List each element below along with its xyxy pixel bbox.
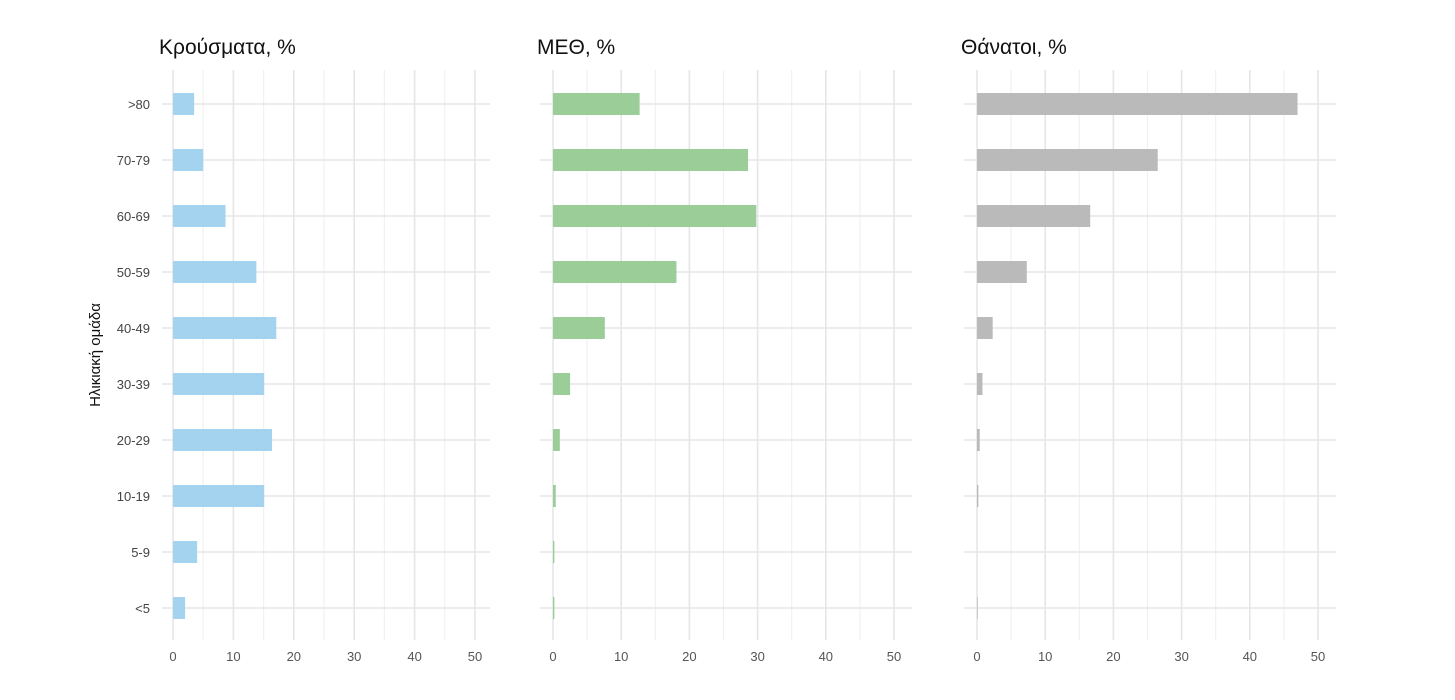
category-label: >80 xyxy=(128,97,150,112)
category-label: 20-29 xyxy=(117,433,150,448)
category-label: 5-9 xyxy=(131,545,150,560)
x-tick-label: 50 xyxy=(468,649,482,664)
x-tick-label: 40 xyxy=(407,649,421,664)
bar-5-9[interactable] xyxy=(553,541,555,563)
bar-50-59[interactable] xyxy=(553,261,677,283)
bar-<5[interactable] xyxy=(173,597,186,619)
x-tick-label: 0 xyxy=(169,649,176,664)
x-tick-label: 40 xyxy=(1243,649,1257,664)
x-tick-label: 30 xyxy=(347,649,361,664)
bar-<5[interactable] xyxy=(553,597,555,619)
bar-30-39[interactable] xyxy=(173,373,265,395)
x-tick-label: 30 xyxy=(1174,649,1188,664)
x-tick-label: 10 xyxy=(614,649,628,664)
bar-70-79[interactable] xyxy=(553,149,749,171)
category-label: 70-79 xyxy=(117,153,150,168)
bar-5-9[interactable] xyxy=(173,541,198,563)
bar-20-29[interactable] xyxy=(553,429,560,451)
bar-60-69[interactable] xyxy=(977,205,1091,227)
panel-title: Κρούσματα, % xyxy=(159,36,296,59)
bar-70-79[interactable] xyxy=(977,149,1158,171)
category-label: 30-39 xyxy=(117,377,150,392)
x-tick-label: 20 xyxy=(1106,649,1120,664)
bar-50-59[interactable] xyxy=(977,261,1027,283)
bar-30-39[interactable] xyxy=(553,373,571,395)
panel-2: ΜΕΘ, % 0 10 20 30 40 50 xyxy=(537,36,912,664)
bar-60-69[interactable] xyxy=(173,205,226,227)
category-label: 40-49 xyxy=(117,321,150,336)
bar-10-19[interactable] xyxy=(173,485,265,507)
bar-70-79[interactable] xyxy=(173,149,204,171)
x-tick-label: 40 xyxy=(819,649,833,664)
bar-40-49[interactable] xyxy=(173,317,277,339)
bar->80[interactable] xyxy=(977,93,1298,115)
panel-title: ΜΕΘ, % xyxy=(537,36,615,59)
x-tick-label: 30 xyxy=(750,649,764,664)
x-tick-label: 0 xyxy=(973,649,980,664)
bar-10-19[interactable] xyxy=(553,485,556,507)
category-label: 10-19 xyxy=(117,489,150,504)
bar-20-29[interactable] xyxy=(977,429,980,451)
bar-20-29[interactable] xyxy=(173,429,273,451)
panel-title: Θάνατοι, % xyxy=(961,36,1067,59)
bar-40-49[interactable] xyxy=(553,317,605,339)
x-tick-label: 10 xyxy=(226,649,240,664)
panel-1: Κρούσματα, % 0 10 20 30 40 50 xyxy=(159,36,490,664)
x-tick-label: 20 xyxy=(287,649,301,664)
bar->80[interactable] xyxy=(553,93,640,115)
x-tick-label: 50 xyxy=(887,649,901,664)
x-tick-label: 10 xyxy=(1038,649,1052,664)
bar-50-59[interactable] xyxy=(173,261,257,283)
bar-<5[interactable] xyxy=(977,597,978,619)
bar-10-19[interactable] xyxy=(977,485,979,507)
category-label: 50-59 xyxy=(117,265,150,280)
bar->80[interactable] xyxy=(173,93,195,115)
x-tick-label: 0 xyxy=(549,649,556,664)
category-label: 60-69 xyxy=(117,209,150,224)
x-tick-label: 50 xyxy=(1311,649,1325,664)
y-axis-title: Ηλικιακή ομάδα xyxy=(87,303,104,407)
panel-3: Θάνατοι, % 0 10 20 30 40 50 xyxy=(961,36,1336,664)
bar-60-69[interactable] xyxy=(553,205,757,227)
x-tick-label: 20 xyxy=(682,649,696,664)
category-label: <5 xyxy=(135,601,150,616)
bar-30-39[interactable] xyxy=(977,373,983,395)
bar-40-49[interactable] xyxy=(977,317,993,339)
